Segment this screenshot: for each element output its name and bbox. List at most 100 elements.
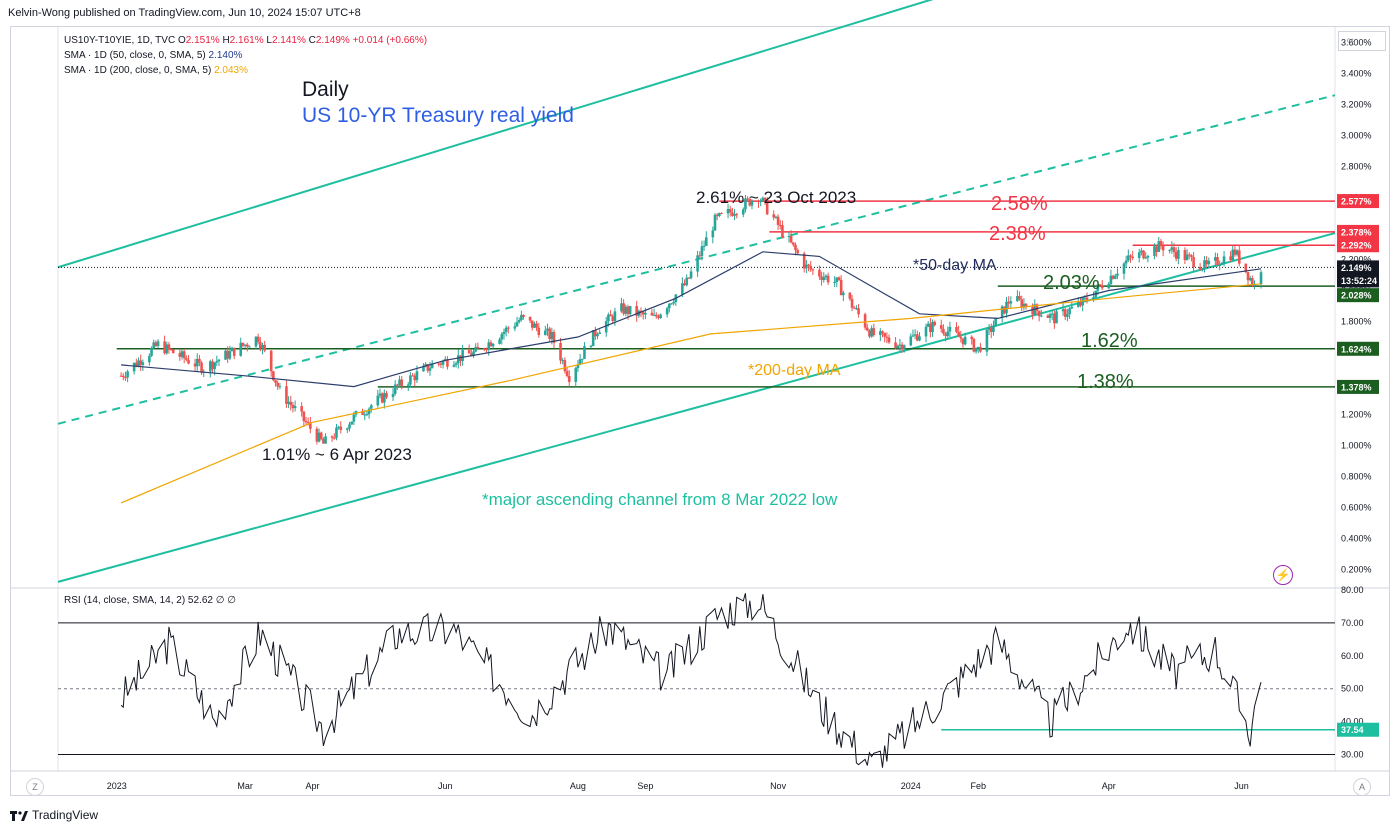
candle-body [715, 214, 719, 216]
candle-body [165, 344, 169, 354]
rsi-tick-label: 40.00 [1341, 717, 1364, 727]
candle-body [741, 209, 745, 215]
sma200-value: 2.043% [214, 65, 248, 76]
sma50-legend-row[interactable]: SMA · 1D (50, close, 0, SMA, 5) 2.140% [64, 48, 427, 63]
candle-body [339, 426, 343, 430]
candle-body [228, 351, 232, 359]
sma200-legend-row[interactable]: SMA · 1D (200, close, 0, SMA, 5) 2.043% [64, 63, 427, 78]
candle-body [515, 322, 519, 327]
candle-body [528, 316, 532, 321]
candle-body [839, 280, 843, 296]
time-axis-label: 2023 [107, 781, 127, 791]
badge-2378-bg [1337, 224, 1379, 239]
time-axis-label: Sep [637, 781, 653, 791]
candle-body [672, 302, 675, 304]
sma200-line [120, 283, 1262, 504]
candle-body [1007, 301, 1010, 304]
candle-body [1100, 285, 1104, 289]
candle-body [126, 371, 129, 378]
candle-body [622, 303, 625, 314]
candle-body [500, 334, 504, 340]
badge-countdown-bg [1337, 273, 1379, 288]
publisher-credit: Kelvin-Wong published on TradingView.com… [8, 7, 361, 19]
candle-body [139, 360, 142, 365]
top-bar: Kelvin-Wong published on TradingView.com… [0, 0, 1400, 26]
candle-body [1172, 247, 1176, 252]
badge-last-price-bg [1337, 260, 1379, 275]
candle-body [154, 342, 158, 346]
sma200-label: SMA · 1D (200, close, 0, SMA, 5) [64, 65, 212, 76]
candle-body [718, 213, 721, 216]
candle-body [604, 321, 608, 333]
candle-body [759, 200, 762, 203]
time-axis-label: Feb [970, 781, 986, 791]
candle-body [1050, 313, 1054, 315]
candle-body [611, 316, 615, 322]
candle-body [641, 312, 645, 315]
badge-last-price: 2.149% [1341, 263, 1372, 273]
candle-body [185, 358, 188, 360]
candle-body [437, 363, 441, 365]
candle-body [537, 327, 541, 336]
candle-body [1185, 254, 1189, 261]
candle-body [1140, 250, 1143, 253]
candle-body [498, 339, 501, 344]
candle-body [1109, 275, 1113, 285]
candle-body [352, 414, 356, 422]
candle-body [1131, 256, 1134, 259]
candle-body [626, 306, 630, 315]
time-axis-label: Jun [1234, 781, 1249, 791]
candle-body [261, 344, 264, 349]
rsi-legend[interactable]: RSI (14, close, SMA, 14, 2) 52.62 ∅ ∅ [64, 595, 236, 606]
candle-body [439, 363, 443, 365]
candle-body [1251, 278, 1254, 286]
candle-body [894, 342, 897, 349]
candle-body [735, 214, 739, 216]
candle-body [335, 427, 338, 438]
unit-button[interactable]: % [1338, 31, 1386, 51]
candle-body [535, 323, 538, 328]
candle-body [659, 314, 662, 319]
candle-body [424, 364, 427, 366]
candle-body [713, 214, 717, 231]
candle-body [428, 368, 432, 371]
candle-body [398, 379, 401, 386]
candle-body [1205, 260, 1208, 265]
candle-body [913, 334, 917, 336]
candle-body [624, 306, 628, 314]
candle-body [857, 308, 860, 315]
a-button[interactable]: A [1353, 778, 1371, 796]
candle-body [1127, 255, 1130, 261]
rsi-tick-label: 50.00 [1341, 684, 1364, 694]
candle-body [818, 269, 821, 277]
symbol-label[interactable]: US10Y-T10YIE, 1D, TVC [64, 35, 176, 46]
candle-body [654, 314, 658, 317]
candle-body [137, 360, 140, 367]
candle-body [652, 314, 656, 316]
candle-body [789, 235, 793, 243]
rsi-line [120, 593, 1262, 768]
candle-body [259, 341, 262, 349]
candle-body [1168, 249, 1171, 251]
candle-body [226, 350, 229, 359]
candle-body [885, 336, 889, 338]
candle-body [409, 375, 412, 385]
candle-body [696, 255, 699, 272]
z-button[interactable]: Z [26, 778, 44, 796]
candle-body [332, 437, 336, 439]
candle-body [826, 275, 830, 283]
candle-body [963, 336, 967, 345]
candle-body [987, 327, 991, 330]
candle-body [346, 428, 349, 430]
candle-body [563, 360, 567, 372]
candle-body [805, 264, 808, 269]
candle-body [835, 277, 839, 283]
lightning-icon[interactable]: ⚡ [1273, 565, 1293, 585]
candle-body [957, 331, 960, 337]
badge-2378: 2.378% [1341, 227, 1372, 237]
candle-body [926, 323, 930, 327]
candle-body [470, 353, 473, 357]
candle-body [565, 371, 569, 376]
badge-countdown: 13:52:24 [1341, 276, 1377, 286]
